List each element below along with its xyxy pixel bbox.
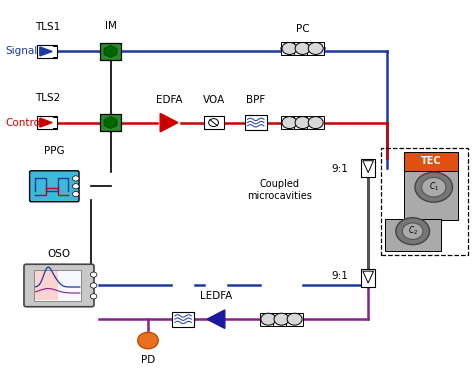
Bar: [308, 116, 324, 129]
Polygon shape: [207, 310, 225, 328]
Circle shape: [308, 43, 323, 54]
Text: TEC: TEC: [421, 156, 442, 166]
Circle shape: [295, 117, 310, 128]
Text: PD: PD: [141, 355, 155, 365]
Bar: [37, 45, 57, 58]
Circle shape: [73, 192, 79, 197]
Bar: [260, 313, 277, 326]
Text: BPF: BPF: [246, 95, 265, 105]
Text: 9:1: 9:1: [332, 271, 348, 281]
Bar: [361, 269, 375, 287]
Circle shape: [308, 117, 323, 128]
Circle shape: [287, 313, 302, 325]
Circle shape: [73, 184, 79, 189]
Bar: [381, 148, 468, 255]
Text: 9:1: 9:1: [332, 165, 348, 174]
Circle shape: [282, 117, 297, 128]
Bar: [100, 43, 121, 60]
Circle shape: [295, 43, 310, 54]
Circle shape: [282, 43, 297, 54]
Bar: [286, 313, 303, 326]
Circle shape: [396, 218, 429, 245]
Bar: [203, 116, 224, 130]
Circle shape: [91, 294, 97, 299]
Bar: [100, 114, 121, 131]
Circle shape: [421, 177, 446, 197]
Circle shape: [73, 176, 79, 181]
Bar: [404, 171, 458, 220]
Polygon shape: [104, 117, 117, 128]
Text: TLS1: TLS1: [35, 22, 60, 32]
Text: $C_1$: $C_1$: [428, 181, 439, 193]
Bar: [35, 271, 58, 300]
Text: $C_2$: $C_2$: [408, 225, 418, 238]
Bar: [294, 42, 311, 55]
Text: Coupled
microcavities: Coupled microcavities: [247, 179, 311, 201]
Text: Signal: Signal: [5, 46, 37, 57]
Polygon shape: [40, 47, 52, 56]
Circle shape: [91, 283, 97, 288]
Circle shape: [261, 313, 276, 325]
FancyBboxPatch shape: [29, 171, 79, 202]
Bar: [281, 42, 298, 55]
Bar: [404, 152, 458, 171]
Bar: [308, 42, 324, 55]
Text: PPG: PPG: [44, 146, 64, 156]
FancyBboxPatch shape: [24, 264, 94, 307]
Text: IM: IM: [105, 21, 117, 31]
Bar: [173, 312, 194, 326]
Text: LEDFA: LEDFA: [200, 291, 232, 301]
Circle shape: [137, 332, 158, 349]
Text: VOA: VOA: [202, 95, 225, 105]
Polygon shape: [104, 46, 117, 57]
Bar: [281, 116, 298, 129]
Text: OSO: OSO: [47, 249, 71, 259]
Text: EDFA: EDFA: [156, 95, 182, 105]
Bar: [384, 219, 441, 251]
Circle shape: [274, 313, 289, 325]
Bar: [34, 270, 81, 301]
Text: TLS2: TLS2: [35, 93, 60, 103]
Bar: [361, 158, 375, 177]
Bar: [273, 313, 290, 326]
Text: PC: PC: [296, 24, 310, 34]
Polygon shape: [40, 118, 52, 127]
Polygon shape: [160, 113, 178, 132]
Circle shape: [402, 223, 423, 239]
Bar: [294, 116, 311, 129]
Bar: [245, 115, 266, 130]
Circle shape: [91, 272, 97, 277]
Bar: [37, 116, 57, 129]
Text: Control: Control: [5, 117, 43, 128]
Circle shape: [415, 172, 453, 202]
